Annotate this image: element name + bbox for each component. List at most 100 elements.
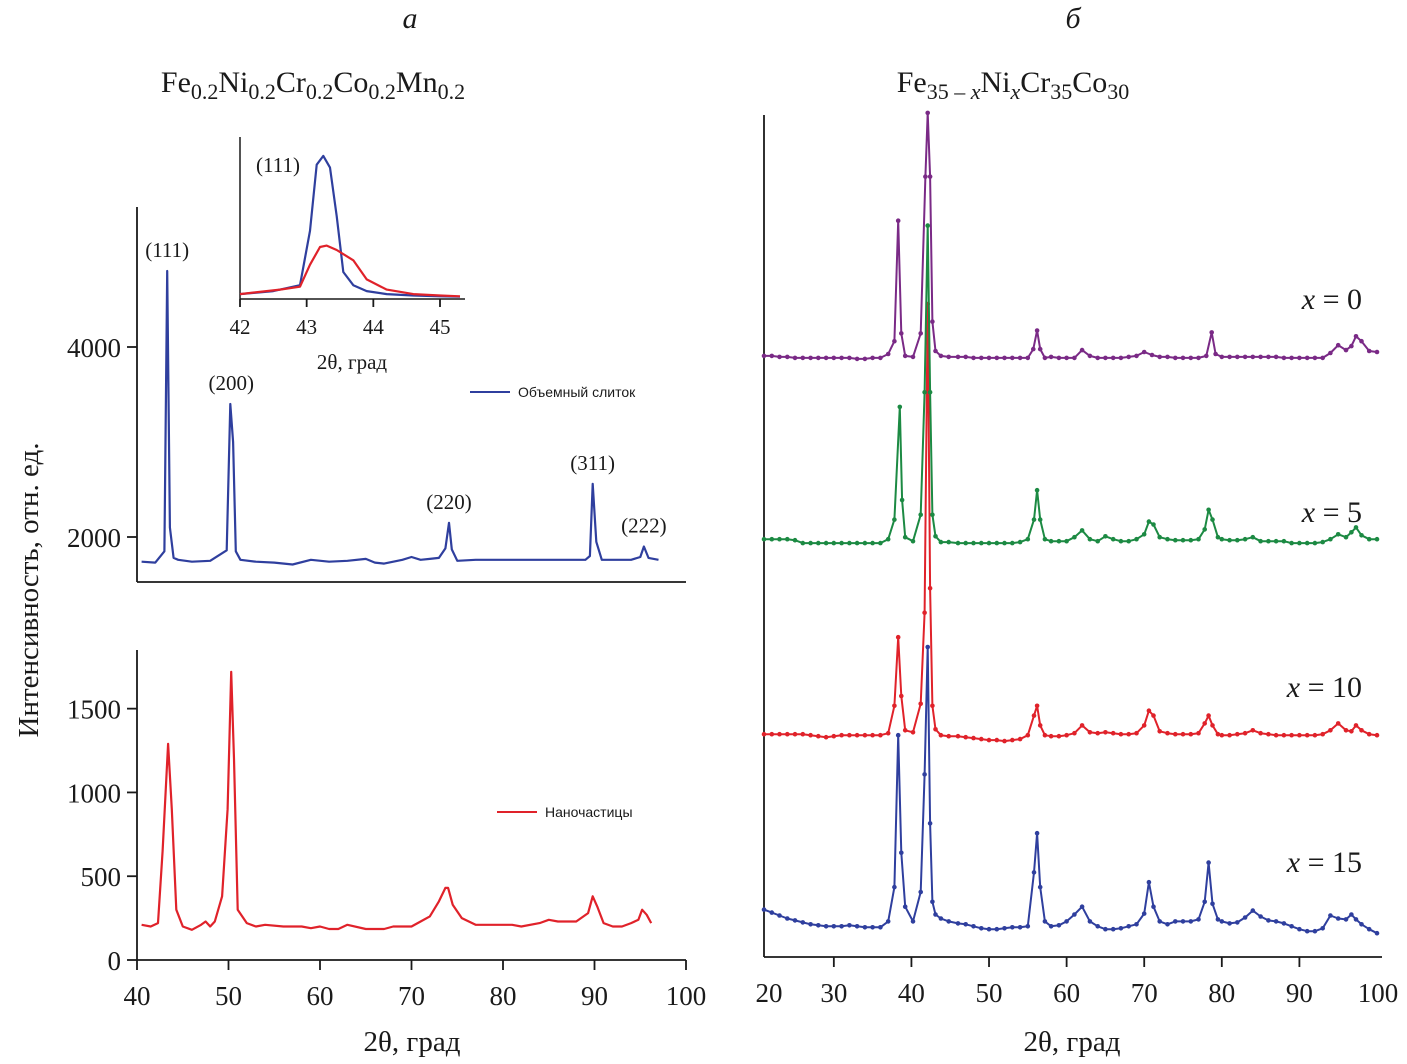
series-point (777, 536, 782, 542)
series-point (1343, 534, 1349, 540)
series-point (1180, 919, 1186, 924)
series-point (1196, 536, 1201, 542)
series-point (923, 174, 928, 179)
series-point (1037, 884, 1043, 890)
series-point (1048, 538, 1054, 544)
series-line-1 (764, 224, 1377, 545)
series-point (1273, 354, 1279, 360)
series-point (933, 727, 938, 732)
series-point (854, 924, 860, 929)
series-point (1374, 349, 1380, 355)
series-point (1126, 731, 1131, 737)
series-point (1349, 729, 1354, 734)
series-point (862, 925, 868, 930)
series-point (1079, 347, 1085, 353)
series-point (1072, 912, 1077, 917)
series-point (927, 174, 933, 179)
series-point (963, 540, 968, 546)
series-point (1328, 913, 1333, 918)
series-point (1048, 924, 1054, 929)
series-point (955, 354, 961, 360)
series-point (1204, 353, 1209, 359)
series-point (1010, 540, 1015, 546)
panel-b-x-tick-label: 50 (976, 978, 1003, 1008)
series-point (1242, 730, 1248, 736)
series-point (910, 354, 916, 360)
series-point (979, 926, 984, 931)
series-point (878, 732, 883, 738)
series-point (1017, 539, 1023, 545)
series-point (1126, 354, 1131, 360)
series-point (1210, 723, 1215, 728)
series-point (816, 540, 821, 546)
series-point (839, 355, 844, 361)
series-label: x = 5 (1301, 496, 1362, 529)
series-line-3 (763, 646, 1378, 935)
series-point (1056, 538, 1062, 544)
series-point (930, 703, 935, 709)
series-point (994, 737, 1000, 743)
series-line-0 (764, 111, 1378, 360)
series-point (792, 355, 798, 361)
series-point (1359, 922, 1364, 927)
series-point (1250, 908, 1256, 913)
series-point (1227, 537, 1232, 543)
series-point (1227, 354, 1232, 360)
series-point (1134, 353, 1139, 359)
series-point (1064, 538, 1069, 544)
series-point (1180, 537, 1186, 543)
series-point (1366, 926, 1372, 932)
series-point (899, 497, 905, 503)
series-point (963, 734, 968, 740)
series-point (918, 512, 923, 517)
inset-series-line (239, 154, 461, 298)
series-point (922, 610, 927, 615)
series-point (1095, 538, 1100, 544)
inset-series-line (239, 244, 461, 298)
series-point (1196, 355, 1201, 361)
series-point (1034, 830, 1040, 836)
panel-b-chart: 20 30 40 50 60 70 80 90 100 x = 0 x = 5 x = 10 x = … (756, 110, 1398, 1008)
series-point (1219, 919, 1225, 924)
series-point (1165, 354, 1170, 360)
series-point (1095, 924, 1100, 929)
series-point (1010, 737, 1015, 743)
series-point (847, 540, 852, 546)
series-point (792, 537, 798, 543)
series-point (1072, 355, 1077, 361)
series-point (808, 922, 813, 927)
series-point (800, 920, 806, 925)
nano-x-tick-label: 60 (307, 981, 334, 1011)
nano-series-line (141, 670, 653, 931)
bulk-y-tick-label: 2000 (67, 523, 121, 553)
series-point (927, 389, 933, 395)
series-point (1289, 540, 1294, 546)
series-point (963, 354, 968, 360)
series-point (1002, 926, 1007, 931)
series-point (1157, 534, 1162, 540)
series-point (1196, 730, 1201, 736)
series-point (1219, 732, 1225, 738)
series-point (892, 517, 897, 522)
series-point (1042, 732, 1048, 738)
series-point (808, 355, 813, 361)
series-point (1202, 899, 1207, 905)
series-point (1297, 355, 1302, 361)
series-point (1149, 352, 1155, 358)
nano-y-tick-label: 1000 (67, 778, 121, 808)
series-point (761, 731, 767, 737)
series-point (1312, 355, 1318, 361)
series-point (892, 884, 897, 890)
series-point (1258, 538, 1263, 544)
series-point (1343, 728, 1349, 733)
series-point (971, 540, 976, 546)
series-point (994, 540, 1000, 546)
series-label: x = 0 (1301, 283, 1362, 316)
peak-label: (222) (621, 514, 667, 538)
series-point (1312, 732, 1318, 738)
series-point (1048, 354, 1054, 360)
panel-b-x-tick-label: 20 (756, 978, 783, 1008)
series-point (1110, 536, 1116, 542)
series-point (1079, 528, 1085, 533)
series-point (938, 732, 944, 738)
